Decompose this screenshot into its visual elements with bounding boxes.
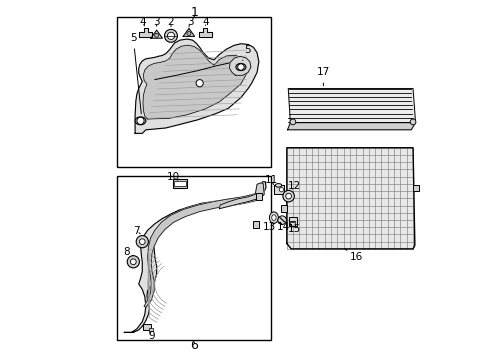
Bar — [288, 217, 296, 226]
Circle shape — [164, 30, 177, 42]
Polygon shape — [135, 39, 258, 134]
Polygon shape — [198, 28, 211, 37]
Circle shape — [137, 117, 144, 125]
Bar — [174, 181, 185, 186]
Polygon shape — [151, 30, 162, 38]
Text: 13: 13 — [263, 222, 276, 232]
Circle shape — [277, 216, 286, 225]
Text: 2: 2 — [167, 17, 174, 27]
Circle shape — [130, 259, 136, 265]
Ellipse shape — [235, 63, 245, 71]
Text: 9: 9 — [148, 331, 154, 341]
Text: 3: 3 — [153, 17, 160, 27]
Text: 5: 5 — [130, 33, 141, 114]
Text: 10: 10 — [166, 172, 180, 182]
Bar — [253, 221, 259, 228]
Circle shape — [237, 64, 244, 70]
Polygon shape — [219, 183, 264, 209]
Circle shape — [409, 119, 415, 125]
Text: 15: 15 — [287, 225, 301, 234]
Polygon shape — [142, 45, 246, 119]
Bar — [117, 176, 271, 339]
Text: 8: 8 — [123, 247, 133, 257]
Polygon shape — [287, 123, 415, 130]
Circle shape — [186, 32, 190, 36]
Bar — [142, 324, 151, 330]
Polygon shape — [139, 28, 152, 37]
Circle shape — [285, 193, 291, 199]
Text: 6: 6 — [190, 339, 198, 352]
Polygon shape — [229, 56, 250, 75]
Circle shape — [127, 256, 139, 268]
Text: 16: 16 — [344, 249, 362, 262]
Circle shape — [279, 188, 283, 192]
Bar — [149, 328, 153, 331]
Ellipse shape — [269, 212, 278, 224]
Circle shape — [282, 190, 294, 202]
Circle shape — [167, 32, 174, 40]
Bar — [281, 205, 286, 212]
Text: 4: 4 — [139, 17, 145, 27]
Ellipse shape — [135, 117, 145, 125]
Bar — [255, 193, 261, 200]
Text: 14: 14 — [276, 222, 289, 232]
Bar — [117, 17, 271, 167]
Bar — [290, 222, 295, 226]
Text: 4: 4 — [203, 17, 209, 27]
Bar — [172, 179, 187, 188]
Text: 3: 3 — [186, 17, 193, 27]
Text: 5: 5 — [242, 45, 250, 60]
Circle shape — [289, 119, 295, 125]
Text: 7: 7 — [133, 226, 140, 236]
Text: 1: 1 — [190, 6, 198, 19]
Circle shape — [154, 33, 158, 37]
Bar — [273, 185, 283, 194]
Bar — [412, 185, 418, 192]
Circle shape — [139, 239, 145, 244]
Polygon shape — [144, 192, 261, 307]
Text: 11: 11 — [264, 175, 278, 185]
Ellipse shape — [275, 184, 281, 187]
Circle shape — [136, 235, 148, 248]
Polygon shape — [183, 28, 194, 36]
Ellipse shape — [271, 215, 276, 221]
Polygon shape — [124, 182, 265, 332]
Polygon shape — [287, 89, 415, 123]
Text: 12: 12 — [287, 181, 300, 192]
Text: 17: 17 — [316, 67, 329, 86]
Polygon shape — [286, 148, 414, 249]
Circle shape — [196, 80, 203, 87]
